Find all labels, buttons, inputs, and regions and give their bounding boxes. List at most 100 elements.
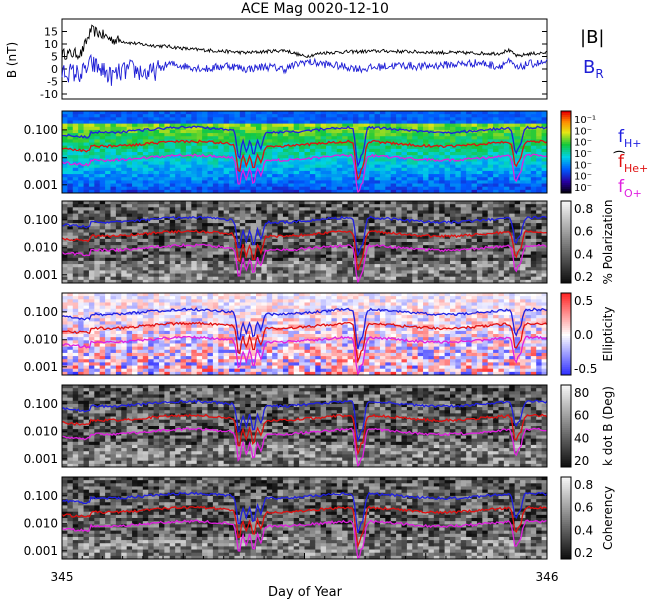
spectrogram-cell — [514, 207, 521, 211]
spectrogram-cell — [223, 254, 230, 259]
spectrogram-cell — [439, 126, 446, 131]
spectrogram-cell — [536, 279, 543, 284]
spectrogram-cell — [99, 155, 106, 159]
spectrogram-cell — [115, 213, 122, 218]
spectrogram-cell — [175, 120, 181, 125]
spectrogram-cell — [439, 167, 446, 172]
spectrogram-cell — [423, 245, 429, 249]
spectrogram-cell — [347, 204, 354, 208]
spectrogram-cell — [406, 201, 413, 205]
spectrogram-cell — [229, 210, 235, 215]
spectrogram-cell — [223, 213, 230, 218]
spectrogram-cell — [105, 142, 111, 147]
spectrogram-cell — [78, 296, 84, 300]
spectrogram-cell — [471, 117, 478, 121]
spectrogram-cell — [363, 161, 370, 166]
spectrogram-cell — [374, 117, 381, 121]
spectrogram-cell — [62, 129, 68, 134]
spectrogram-cell — [460, 238, 467, 243]
spectrogram-cell — [293, 257, 300, 262]
spectrogram-cell — [455, 183, 462, 188]
spectrogram-cell — [417, 117, 424, 121]
spectrogram-cell — [272, 207, 278, 211]
spectrogram-cell — [541, 129, 548, 134]
spectrogram-cell — [62, 273, 68, 278]
spectrogram-cell — [121, 257, 128, 262]
spectrogram-cell — [142, 139, 149, 143]
spectrogram-cell — [185, 136, 192, 140]
spectrogram-cell — [159, 129, 165, 134]
spectrogram-cell — [487, 133, 494, 137]
spectrogram-cell — [142, 189, 149, 194]
spectrogram-cell — [250, 216, 257, 221]
spectrogram-cell — [374, 123, 381, 128]
spectrogram-cell — [363, 207, 370, 211]
spectrogram-cell — [132, 133, 138, 137]
spectrogram-cell — [115, 270, 122, 274]
spectrogram-cell — [159, 136, 165, 140]
spectrogram-cell — [137, 189, 144, 194]
spectrogram-cell — [299, 114, 305, 118]
spectrogram-cell — [379, 139, 386, 143]
spectrogram-cell — [536, 136, 543, 140]
spectrogram-cell — [105, 264, 111, 268]
spectrogram-cell — [406, 260, 413, 265]
spectrogram-cell — [417, 251, 424, 256]
spectrogram-cell — [487, 183, 494, 188]
spectrogram-cell — [202, 219, 208, 224]
spectrogram-cell — [331, 145, 338, 150]
spectrogram-cell — [493, 264, 499, 268]
spectrogram-cell — [137, 126, 144, 131]
spectrogram-cell — [444, 120, 451, 125]
spectrogram-cell — [256, 139, 262, 143]
spectrogram-cell — [439, 136, 446, 140]
spectrogram-cell — [309, 161, 316, 166]
spectrogram-cell — [261, 167, 268, 172]
spectrogram-cell — [498, 232, 505, 237]
spectrogram-cell — [169, 216, 176, 221]
spectrogram-cell — [185, 210, 192, 215]
spectrogram-cell — [498, 223, 505, 227]
spectrogram-cell — [530, 210, 537, 215]
spectrogram-cell — [417, 207, 424, 211]
spectrogram-cell — [175, 174, 181, 178]
spectrogram-cell — [304, 235, 311, 240]
spectrogram-cell — [288, 177, 295, 181]
spectrogram-cell — [412, 174, 419, 178]
spectrogram-cell — [315, 117, 322, 121]
spectrogram-cell — [347, 111, 354, 115]
spectrogram-cell — [466, 267, 472, 271]
spectrogram-cell — [374, 180, 381, 184]
spectrogram-cell — [520, 273, 526, 278]
colorbar-segment — [561, 162, 571, 165]
spectrogram-cell — [272, 120, 278, 125]
spectrogram-cell — [169, 248, 176, 252]
spectrogram-cell — [148, 145, 155, 150]
spectrogram-cell — [277, 235, 284, 240]
spectrogram-cell — [218, 279, 225, 284]
spectrogram-cell — [423, 148, 429, 153]
spectrogram-cell — [207, 270, 214, 274]
spectrogram-cell — [374, 189, 381, 194]
spectrogram-cell — [423, 216, 429, 221]
spectrogram-cell — [482, 210, 489, 215]
spectrogram-cell — [78, 257, 84, 262]
spectrogram-cell — [78, 343, 84, 348]
spectrogram-cell — [288, 229, 295, 233]
spectrogram-cell — [288, 123, 295, 128]
spectrogram-cell — [293, 120, 300, 125]
spectrogram-cell — [132, 257, 138, 262]
spectrogram-cell — [396, 145, 402, 150]
spectrogram-cell — [250, 189, 257, 194]
spectrogram-cell — [428, 260, 435, 265]
spectrogram-cell — [78, 161, 84, 166]
spectrogram-cell — [530, 276, 537, 281]
spectrogram-cell — [347, 145, 354, 150]
spectrogram-cell — [320, 213, 327, 218]
spectrogram-cell — [105, 148, 111, 153]
spectrogram-cell — [439, 254, 446, 259]
spectrogram-cell — [148, 213, 155, 218]
spectrogram-cell — [482, 158, 489, 162]
spectrogram-cell — [78, 356, 84, 360]
